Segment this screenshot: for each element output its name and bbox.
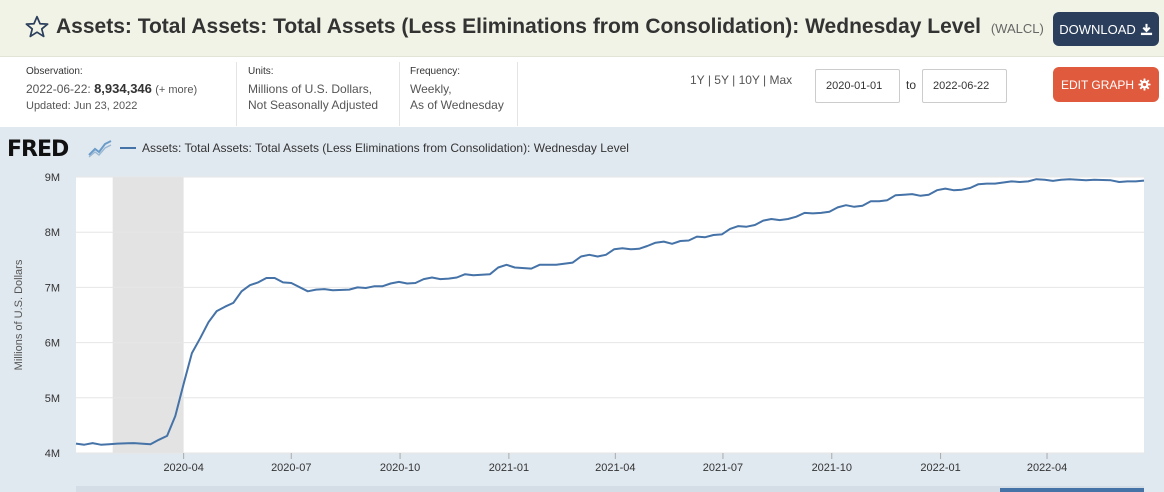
range-sep: | xyxy=(732,73,736,87)
start-date-input[interactable] xyxy=(815,69,900,103)
range-10y[interactable]: 10Y xyxy=(738,73,760,87)
download-label: DOWNLOAD xyxy=(1059,21,1136,37)
range-links: 1Y | 5Y | 10Y | Max xyxy=(690,73,792,87)
units-line1: Millions of U.S. Dollars, xyxy=(248,82,373,96)
more-link[interactable]: (+ more) xyxy=(155,84,198,96)
y-tick-label: 8M xyxy=(45,227,60,239)
download-icon xyxy=(1140,23,1152,35)
units-block: Units: Millions of U.S. Dollars, Not Sea… xyxy=(248,64,378,113)
observation-value: 8,934,346 xyxy=(94,81,152,96)
observation-block: Observation: 2022-06-22: 8,934,346 (+ mo… xyxy=(26,64,197,114)
x-tick-label: 2022-01 xyxy=(920,462,960,474)
y-tick-label: 7M xyxy=(45,282,60,294)
graph-panel: 4M 5M 6M 7M 8M 9M 2020-04 2020-07 2020-10 2021-01… xyxy=(0,127,1164,492)
legend-swatch xyxy=(120,147,136,149)
end-date-input[interactable] xyxy=(922,69,1007,103)
fred-logo: FRED xyxy=(7,137,69,162)
units-line2: Not Seasonally Adjusted xyxy=(248,98,379,112)
y-tick-label: 6M xyxy=(45,338,60,350)
series-meta: Observation: 2022-06-22: 8,934,346 (+ mo… xyxy=(0,58,1164,126)
divider xyxy=(517,62,518,126)
plot-area xyxy=(76,177,1144,453)
y-tick-label: 9M xyxy=(45,172,60,184)
line-chart: 4M 5M 6M 7M 8M 9M 2020-04 2020-07 2020-10 2021-01… xyxy=(13,172,1145,492)
frequency-label: Frequency: xyxy=(410,66,461,77)
observation-label: Observation: xyxy=(26,66,83,77)
frequency-block: Frequency: Weekly, As of Wednesday xyxy=(410,64,504,113)
observation-date: 2022-06-22: xyxy=(26,82,91,96)
x-tick-label: 2021-10 xyxy=(812,462,852,474)
x-tick-label: 2020-07 xyxy=(271,462,311,474)
legend-label: Assets: Total Assets: Total Assets (Less… xyxy=(142,141,629,155)
x-tick-label: 2020-04 xyxy=(163,462,203,474)
frequency-line2: As of Wednesday xyxy=(410,98,504,112)
series-line xyxy=(75,178,1145,446)
logo-chart-icon xyxy=(88,140,112,158)
x-tick-label: 2021-04 xyxy=(595,462,635,474)
recession-shading xyxy=(112,177,184,453)
range-1y[interactable]: 1Y xyxy=(690,73,705,87)
star-icon[interactable] xyxy=(24,14,50,40)
legend: Assets: Total Assets: Total Assets (Less… xyxy=(120,141,629,155)
range-max[interactable]: Max xyxy=(769,73,793,87)
gear-icon xyxy=(1138,78,1151,91)
y-axis-label: Millions of U.S. Dollars xyxy=(13,259,25,370)
title-bar: Assets: Total Assets: Total Assets (Less… xyxy=(0,0,1164,57)
range-5y[interactable]: 5Y xyxy=(714,73,729,87)
x-tick-label: 2021-07 xyxy=(703,462,743,474)
updated-text: Updated: Jun 23, 2022 xyxy=(26,100,138,112)
divider xyxy=(399,62,400,126)
page-title: Assets: Total Assets: Total Assets (Less… xyxy=(56,15,1044,39)
x-tick-label: 2022-04 xyxy=(1027,462,1067,474)
range-slider-handle xyxy=(1000,488,1144,492)
edit-graph-button[interactable]: EDIT GRAPH xyxy=(1053,67,1159,102)
series-id: (WALCL) xyxy=(990,21,1044,36)
range-sep: | xyxy=(707,73,711,87)
units-label: Units: xyxy=(248,66,274,77)
range-slider-track xyxy=(76,486,1144,492)
x-tick-label: 2020-10 xyxy=(380,462,420,474)
x-tick-label: 2021-01 xyxy=(489,462,529,474)
download-button[interactable]: DOWNLOAD xyxy=(1053,12,1159,46)
y-tick-label: 5M xyxy=(45,393,60,405)
page-title-text: Assets: Total Assets: Total Assets (Less… xyxy=(56,15,981,38)
range-sep: | xyxy=(763,73,767,87)
frequency-line1: Weekly, xyxy=(410,82,452,96)
to-label: to xyxy=(906,78,917,92)
y-tick-label: 4M xyxy=(45,448,60,460)
divider xyxy=(236,62,237,126)
edit-graph-label: EDIT GRAPH xyxy=(1060,77,1135,92)
